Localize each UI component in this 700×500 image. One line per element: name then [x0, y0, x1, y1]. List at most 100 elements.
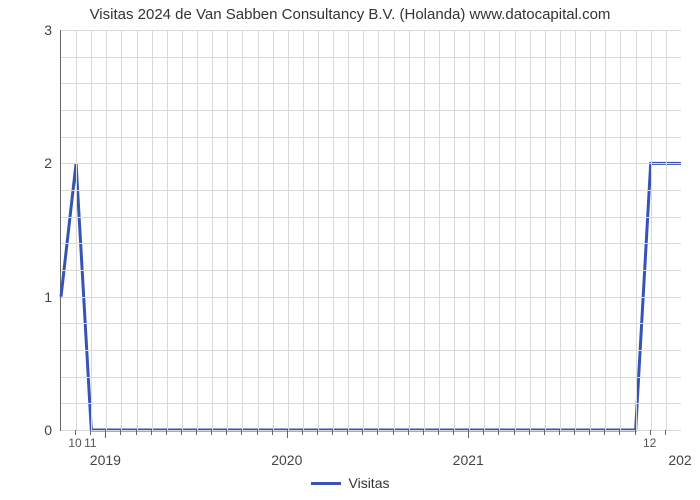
- x-major-tick: [287, 430, 288, 438]
- x-minor-tick: [438, 430, 439, 435]
- plot-area: [60, 30, 681, 431]
- v-gridline: [666, 30, 667, 430]
- legend-swatch: [311, 482, 341, 485]
- v-gridline: [212, 30, 213, 430]
- x-minor-tick: [393, 430, 394, 435]
- h-gridline: [61, 350, 681, 351]
- x-minor-tick: [665, 430, 666, 435]
- v-gridline: [575, 30, 576, 430]
- x-minor-tick: [619, 430, 620, 435]
- h-gridline: [61, 110, 681, 111]
- x-minor-tick: [90, 430, 91, 435]
- x-minor-tick: [241, 430, 242, 435]
- x-minor-label: 12: [643, 436, 656, 450]
- v-gridline: [545, 30, 546, 430]
- v-gridline: [273, 30, 274, 430]
- x-minor-tick: [317, 430, 318, 435]
- v-gridline: [258, 30, 259, 430]
- h-gridline: [61, 270, 681, 271]
- h-gridline: [61, 403, 681, 404]
- h-gridline: [61, 243, 681, 244]
- x-minor-tick: [498, 430, 499, 435]
- x-major-tick: [105, 430, 106, 438]
- v-gridline: [348, 30, 349, 430]
- x-minor-tick: [347, 430, 348, 435]
- x-minor-tick: [332, 430, 333, 435]
- v-gridline: [91, 30, 92, 430]
- v-gridline: [227, 30, 228, 430]
- x-minor-tick: [559, 430, 560, 435]
- y-tick-label: 3: [44, 22, 52, 38]
- x-minor-tick: [514, 430, 515, 435]
- v-gridline: [76, 30, 77, 430]
- v-gridline: [318, 30, 319, 430]
- v-gridline: [303, 30, 304, 430]
- v-gridline: [394, 30, 395, 430]
- v-gridline: [515, 30, 516, 430]
- v-gridline: [152, 30, 153, 430]
- v-gridline: [590, 30, 591, 430]
- v-gridline: [560, 30, 561, 430]
- x-minor-tick: [604, 430, 605, 435]
- v-gridline: [439, 30, 440, 430]
- y-tick-label: 0: [44, 422, 52, 438]
- v-gridline: [620, 30, 621, 430]
- x-minor-label: 10: [68, 436, 81, 450]
- x-major-label: 2020: [271, 452, 302, 468]
- h-gridline: [61, 323, 681, 324]
- h-gridline: [61, 30, 681, 31]
- y-tick-label: 1: [44, 289, 52, 305]
- x-minor-tick: [75, 430, 76, 435]
- v-gridline: [121, 30, 122, 430]
- x-minor-tick: [408, 430, 409, 435]
- v-gridline: [469, 30, 470, 430]
- x-minor-tick: [211, 430, 212, 435]
- chart-title: Visitas 2024 de Van Sabben Consultancy B…: [0, 6, 700, 23]
- v-gridline: [424, 30, 425, 430]
- v-gridline: [167, 30, 168, 430]
- v-gridline: [182, 30, 183, 430]
- x-minor-tick: [272, 430, 273, 435]
- x-minor-tick: [166, 430, 167, 435]
- legend-label: Visitas: [349, 475, 390, 491]
- x-minor-tick: [574, 430, 575, 435]
- x-minor-tick: [362, 430, 363, 435]
- x-major-tick: [468, 430, 469, 438]
- x-minor-tick: [529, 430, 530, 435]
- x-minor-tick: [151, 430, 152, 435]
- v-gridline: [530, 30, 531, 430]
- line-series: [61, 30, 681, 430]
- h-gridline: [61, 57, 681, 58]
- v-gridline: [242, 30, 243, 430]
- h-gridline: [61, 297, 681, 298]
- v-gridline: [409, 30, 410, 430]
- x-minor-tick: [544, 430, 545, 435]
- x-major-label: 2019: [90, 452, 121, 468]
- v-gridline: [137, 30, 138, 430]
- v-gridline: [605, 30, 606, 430]
- v-gridline: [288, 30, 289, 430]
- y-tick-label: 2: [44, 155, 52, 171]
- h-gridline: [61, 163, 681, 164]
- h-gridline: [61, 377, 681, 378]
- x-minor-tick: [120, 430, 121, 435]
- v-gridline: [484, 30, 485, 430]
- x-minor-tick: [377, 430, 378, 435]
- x-minor-tick: [589, 430, 590, 435]
- x-minor-tick: [453, 430, 454, 435]
- x-minor-tick: [423, 430, 424, 435]
- x-minor-tick: [257, 430, 258, 435]
- x-minor-tick: [181, 430, 182, 435]
- v-gridline: [454, 30, 455, 430]
- h-gridline: [61, 190, 681, 191]
- v-gridline: [499, 30, 500, 430]
- x-major-label: 202: [668, 452, 691, 468]
- x-major-label: 2021: [453, 452, 484, 468]
- x-minor-tick: [483, 430, 484, 435]
- x-minor-tick: [136, 430, 137, 435]
- h-gridline: [61, 83, 681, 84]
- h-gridline: [61, 430, 681, 431]
- v-gridline: [333, 30, 334, 430]
- v-gridline: [651, 30, 652, 430]
- h-gridline: [61, 217, 681, 218]
